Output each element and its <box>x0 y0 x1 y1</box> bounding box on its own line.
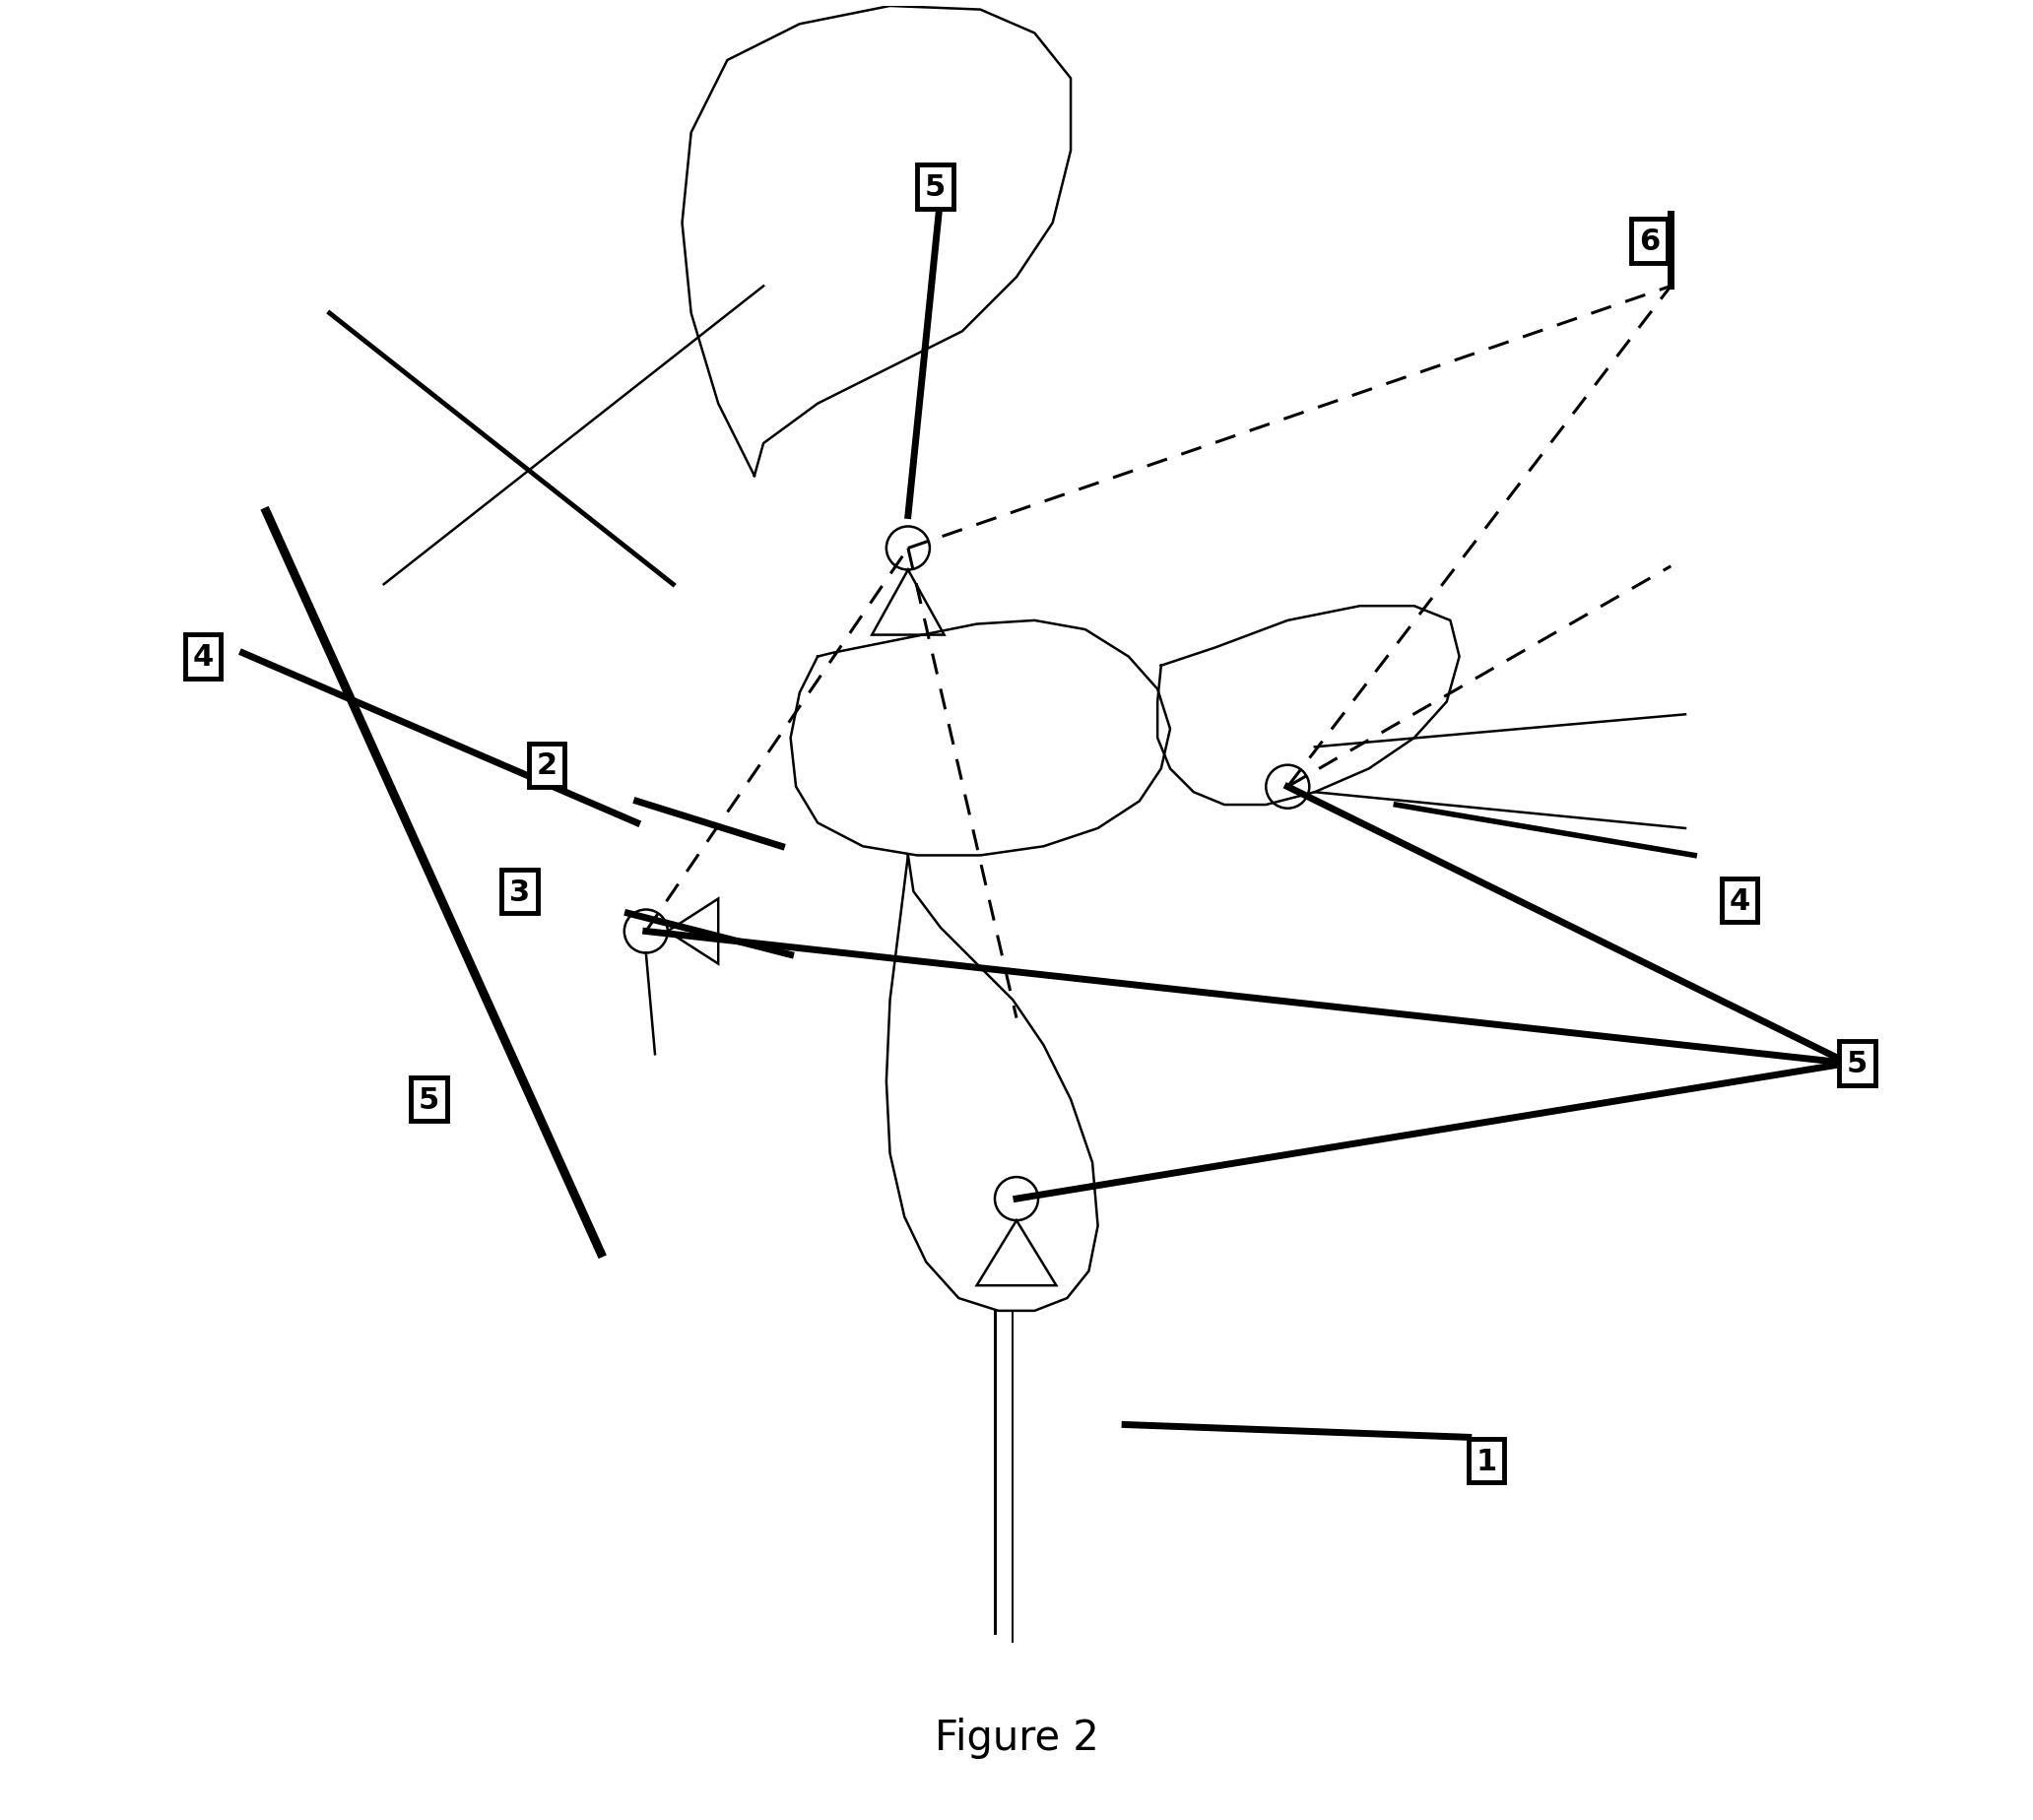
Text: 5: 5 <box>925 173 945 202</box>
Text: 4: 4 <box>1728 886 1750 915</box>
Text: 5: 5 <box>1846 1050 1868 1077</box>
Text: 1: 1 <box>1476 1447 1496 1476</box>
Text: 6: 6 <box>1639 228 1659 257</box>
Text: 4: 4 <box>193 642 213 672</box>
Text: 2: 2 <box>537 752 557 779</box>
Text: 3: 3 <box>508 877 531 906</box>
Text: Figure 2: Figure 2 <box>935 1716 1098 1758</box>
Text: 5: 5 <box>419 1085 439 1114</box>
